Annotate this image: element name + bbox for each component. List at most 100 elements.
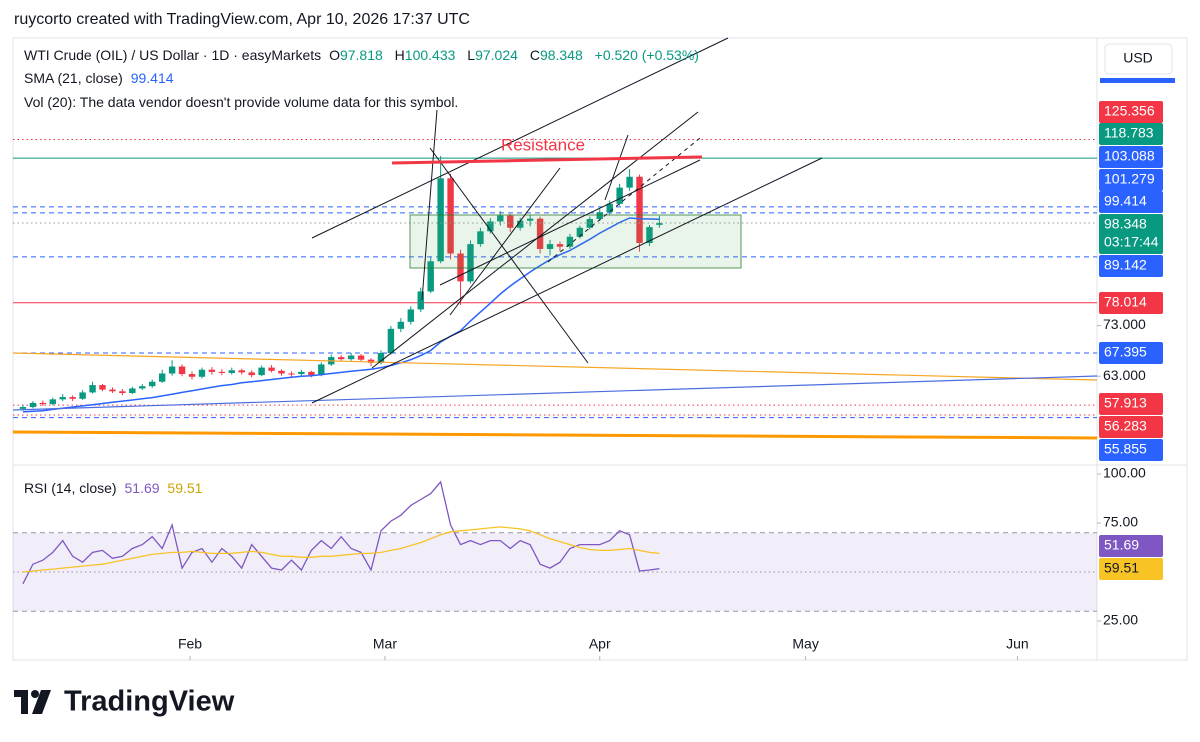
- trendline: [311, 37, 729, 239]
- logo-icon: [14, 690, 51, 714]
- candle-body: [477, 231, 484, 245]
- candle-body: [377, 352, 385, 363]
- ohlc: L97.024: [467, 47, 522, 63]
- price-label: 56.283: [1104, 418, 1147, 434]
- candle-body: [278, 370, 285, 374]
- candle-body: [318, 364, 325, 376]
- candle-body: [656, 223, 663, 225]
- candle-body: [119, 391, 126, 394]
- candle-body: [457, 253, 464, 282]
- price-label: 78.014: [1104, 294, 1147, 310]
- y-tick-label: 63.000: [1103, 367, 1146, 383]
- ohlc-value: 100.433: [404, 47, 456, 63]
- candle-body: [19, 407, 27, 409]
- resistance-line: [391, 155, 703, 165]
- candle-body: [367, 359, 375, 363]
- candle-body: [258, 367, 265, 376]
- candle-body: [69, 397, 76, 399]
- rsi-line: [22, 480, 660, 585]
- candle-body: [387, 328, 395, 353]
- rsi-label: 51.69: [1104, 537, 1139, 553]
- sma-line: [22, 217, 660, 413]
- candle-body: [427, 261, 434, 292]
- candle-body: [198, 369, 206, 377]
- candle-body: [596, 212, 603, 220]
- candles: [19, 156, 663, 411]
- ohlc-label: H: [394, 47, 405, 63]
- legend-sma: SMA (21, close) 99.414: [24, 70, 178, 86]
- price-label-box: [1099, 101, 1163, 123]
- price-label: 125.356: [1104, 103, 1155, 119]
- candle-body: [397, 321, 405, 329]
- trendline: [311, 157, 823, 404]
- candle-body: [487, 221, 494, 232]
- ohlc-value: 98.348: [539, 47, 583, 63]
- candle-body: [99, 385, 106, 390]
- candle-body: [407, 309, 414, 322]
- price-label: 89.142: [1104, 257, 1147, 273]
- trendline: [429, 147, 589, 364]
- x-tick-label: Feb: [178, 636, 202, 652]
- y-tick-label: 25.00: [1103, 612, 1138, 628]
- trendline: [12, 430, 1098, 440]
- price-label-box: [1099, 393, 1163, 415]
- price-label-box: [1099, 439, 1163, 461]
- candle-body: [606, 203, 613, 213]
- close-label: 98.348: [1104, 216, 1147, 232]
- candle-body: [417, 291, 424, 310]
- candle-body: [149, 381, 156, 387]
- currency[interactable]: USD: [1123, 50, 1153, 66]
- candle-body: [447, 178, 454, 254]
- trendline: [371, 111, 699, 369]
- trendline: [12, 352, 1098, 381]
- candle-body: [626, 176, 633, 188]
- trendline: [449, 167, 561, 316]
- candle-body: [566, 236, 574, 247]
- candle-body: [268, 367, 275, 371]
- candle-body: [139, 386, 146, 389]
- candle-body: [507, 215, 514, 228]
- countdown: 03:17:44: [1104, 234, 1159, 250]
- vol-note: Vol (20): The data vendor doesn't provid…: [24, 94, 459, 110]
- price-label-box: [1099, 169, 1163, 191]
- x-tick-label: Apr: [589, 636, 611, 652]
- candle-body: [556, 244, 564, 247]
- price-label-box: [1099, 255, 1163, 277]
- footer-logo: TradingView: [64, 686, 235, 718]
- candle-body: [546, 244, 554, 249]
- candle-body: [516, 220, 524, 228]
- candle-body: [636, 176, 643, 243]
- annotation: Resistance: [501, 135, 585, 154]
- candle-body: [39, 402, 47, 405]
- currency-button[interactable]: [1104, 43, 1173, 75]
- candle-body: [218, 371, 226, 373]
- candle-body: [357, 355, 365, 360]
- y-tick-label: 73.000: [1103, 316, 1146, 332]
- label-edge: [1100, 78, 1175, 83]
- legend-vol: Vol (20): The data vendor doesn't provid…: [24, 94, 462, 110]
- candle-body: [616, 187, 623, 204]
- candle-body: [467, 244, 474, 282]
- legend-rsi: RSI (14, close) 51.69 59.51: [24, 480, 206, 496]
- candle-body: [576, 227, 584, 237]
- candle-body: [188, 374, 196, 377]
- ohlc: C98.348: [530, 47, 587, 63]
- candle-body: [248, 372, 255, 376]
- rsi-value: 51.69: [124, 480, 160, 496]
- price-label: 103.088: [1104, 148, 1155, 164]
- sma-name: SMA (21, close): [24, 70, 123, 86]
- y-tick-label: 100.00: [1103, 465, 1146, 481]
- candle-body: [79, 392, 86, 399]
- symbol-title: WTI Crude (OIL) / US Dollar · 1D · easyM…: [24, 47, 322, 63]
- candle-body: [109, 389, 116, 392]
- candle-body: [288, 373, 295, 375]
- sma-value: 99.414: [130, 70, 174, 86]
- candle-body: [437, 178, 444, 262]
- candle-body: [129, 388, 136, 394]
- ohlc-label: L: [467, 47, 476, 63]
- trendline: [12, 375, 1098, 411]
- header: ruycorto created with TradingView.com, A…: [14, 11, 470, 28]
- trendline: [604, 134, 629, 201]
- ohlc-label: C: [529, 47, 540, 63]
